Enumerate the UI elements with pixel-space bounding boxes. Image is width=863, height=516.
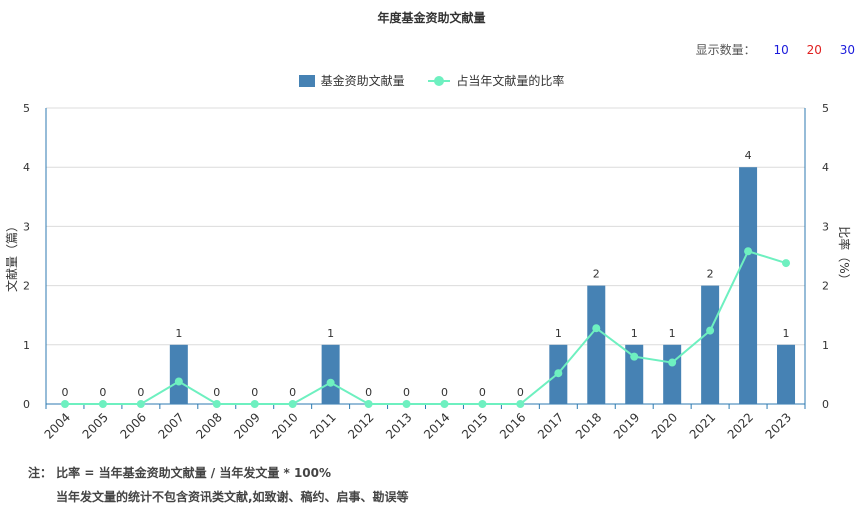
y-tick-label: 4 [23, 161, 30, 174]
bar-value-label: 0 [99, 386, 106, 399]
bar-value-label: 1 [175, 327, 182, 340]
ratio-point [440, 400, 449, 408]
bar-value-label: 1 [327, 327, 334, 340]
y2-tick-label: 0 [822, 398, 829, 411]
y-tick-label: 3 [23, 220, 30, 233]
x-tick-label: 2007 [155, 410, 186, 441]
chart-legend: 基金资助文献量 占当年文献量的比率 [0, 72, 863, 90]
ratio-point [668, 358, 677, 367]
x-tick-label: 2008 [193, 410, 224, 441]
x-tick-label: 2005 [80, 410, 111, 441]
display-count-option-10[interactable]: 10 [773, 43, 789, 57]
y-axis-title: 文献量（篇） [4, 220, 19, 292]
ratio-point [364, 400, 373, 408]
x-tick-label: 2006 [117, 410, 148, 441]
bar-value-label: 0 [479, 386, 486, 399]
x-tick-label: 2023 [763, 410, 794, 441]
bar-value-label: 0 [213, 386, 220, 399]
display-count-option-30[interactable]: 30 [839, 43, 855, 57]
x-tick-label: 2012 [345, 410, 376, 441]
legend-item-line[interactable]: 占当年文献量的比率 [428, 72, 564, 89]
y-tick-label: 5 [23, 102, 30, 115]
x-tick-label: 2016 [497, 410, 528, 441]
bar-value-label: 0 [517, 386, 524, 399]
bar-value-label: 1 [783, 327, 790, 340]
ratio-point [288, 400, 297, 408]
ratio-point [136, 400, 145, 408]
ratio-point [174, 377, 183, 386]
legend-item-bar[interactable]: 基金资助文献量 [298, 72, 405, 89]
ratio-point [326, 378, 335, 387]
y-tick-label: 0 [23, 398, 30, 411]
x-tick-label: 2010 [269, 410, 300, 441]
y2-tick-label: 4 [822, 161, 829, 174]
legend-line-swatch [428, 75, 451, 87]
y-tick-label: 2 [23, 280, 30, 293]
display-count-option-20[interactable]: 20 [806, 43, 822, 57]
chart-title: 年度基金资助文献量 [377, 11, 486, 25]
x-tick-label: 2019 [611, 410, 642, 441]
y2-tick-label: 3 [822, 220, 829, 233]
bar-value-label: 0 [137, 386, 144, 399]
y2-tick-label: 5 [822, 102, 829, 115]
bar-value-label: 2 [707, 268, 714, 281]
ratio-point [478, 400, 487, 408]
x-tick-label: 2020 [649, 410, 680, 441]
note-formula: 注： 比率 = 当年基金资助文献量 / 当年发文量 * 100% [28, 466, 332, 480]
x-tick-label: 2015 [459, 410, 490, 441]
x-tick-label: 2021 [687, 410, 718, 441]
x-tick-label: 2022 [725, 410, 756, 441]
bar-value-label: 0 [251, 386, 258, 399]
bar [625, 344, 644, 404]
ratio-point [706, 326, 715, 335]
bar [739, 167, 758, 404]
legend-line-label: 占当年文献量的比率 [456, 74, 565, 88]
bar-value-label: 2 [593, 268, 600, 281]
legend-bar-label: 基金资助文献量 [320, 74, 405, 88]
display-count-label: 显示数量： [695, 43, 756, 57]
x-tick-label: 2004 [42, 410, 73, 441]
legend-bar-swatch [298, 74, 315, 87]
bar-value-label: 1 [555, 327, 562, 340]
ratio-point [402, 400, 411, 408]
ratio-point [554, 369, 563, 378]
bar [321, 344, 340, 404]
bar-value-label: 0 [289, 386, 296, 399]
bar [701, 285, 720, 404]
y2-tick-label: 1 [822, 339, 829, 352]
x-tick-label: 2013 [383, 410, 414, 441]
ratio-point [516, 400, 525, 408]
y2-tick-label: 2 [822, 280, 829, 293]
note-exclusion: 当年发文量的统计不包含资讯类文献,如致谢、稿约、启事、勘误等 [56, 490, 409, 504]
bar [169, 344, 188, 404]
ratio-point [250, 400, 259, 408]
bar-value-label: 0 [441, 386, 448, 399]
ratio-line [64, 250, 787, 405]
bar-value-label: 1 [631, 327, 638, 340]
display-count-selector: 显示数量： 10 20 30 [696, 41, 855, 58]
ratio-point [782, 259, 791, 268]
ratio-point [98, 400, 107, 408]
ratio-point [592, 324, 601, 333]
bar [587, 285, 606, 404]
x-tick-label: 2014 [421, 410, 452, 441]
x-tick-label: 2009 [231, 410, 262, 441]
ratio-point [60, 400, 69, 408]
bar [777, 344, 796, 404]
bar-value-label: 0 [365, 386, 372, 399]
x-tick-label: 2011 [307, 410, 338, 441]
bar-value-label: 0 [61, 386, 68, 399]
bar-value-label: 0 [403, 386, 410, 399]
y2-axis-title: 比率（%） [837, 226, 852, 285]
ratio-point [744, 247, 753, 256]
bar [663, 344, 682, 404]
x-tick-label: 2018 [573, 410, 604, 441]
x-tick-label: 2017 [535, 410, 566, 441]
y-tick-label: 1 [23, 339, 30, 352]
bar-value-label: 4 [745, 149, 752, 162]
bar-value-label: 1 [669, 327, 676, 340]
ratio-point [630, 352, 639, 361]
ratio-point [212, 400, 221, 408]
